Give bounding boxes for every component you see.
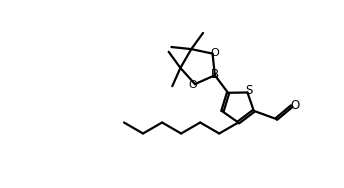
Text: B: B [211, 68, 219, 81]
Text: O: O [188, 80, 197, 90]
Text: S: S [245, 84, 252, 97]
Text: O: O [211, 48, 219, 58]
Text: O: O [290, 99, 299, 112]
